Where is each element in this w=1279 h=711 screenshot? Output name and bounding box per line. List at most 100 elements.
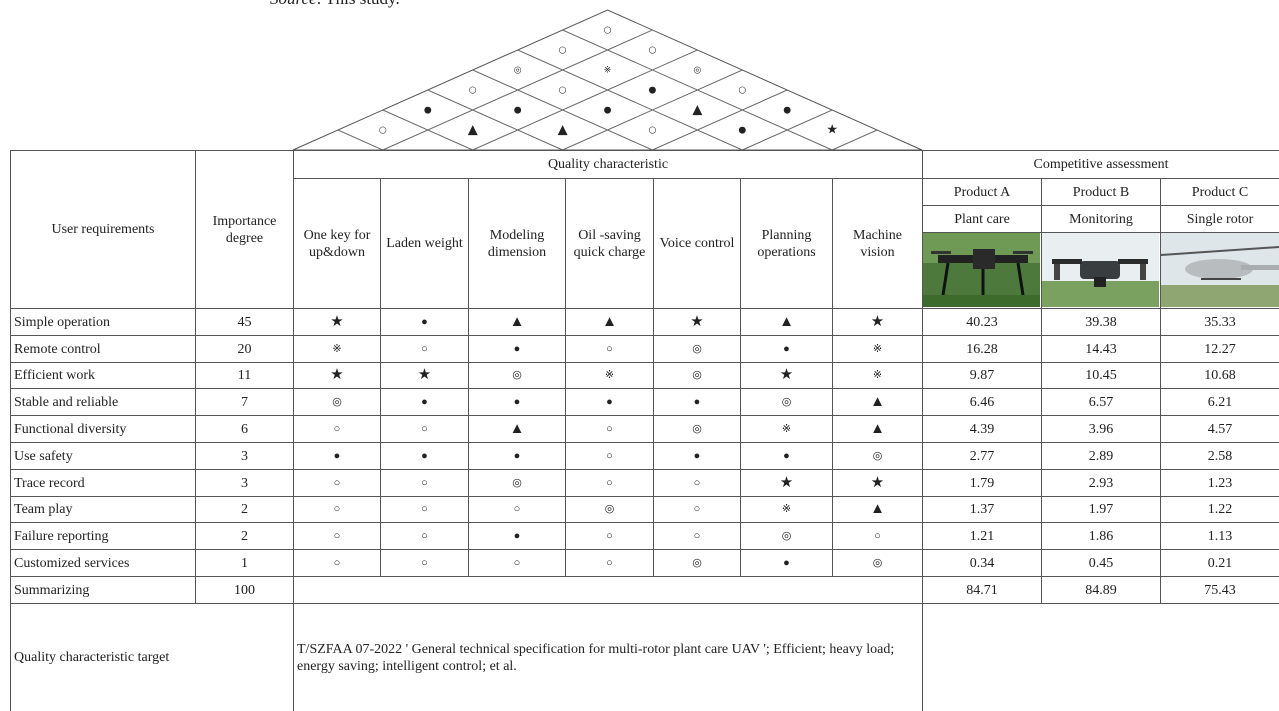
relation-symbol: ○ <box>380 415 469 443</box>
relation-symbol: ★ <box>832 469 923 497</box>
quality-header: One key for up&down <box>293 178 381 309</box>
target-label: Quality characteristic target <box>10 603 294 711</box>
header-cell: User requirements <box>10 150 196 309</box>
relation-symbol: ▲ <box>832 388 923 416</box>
header-cell: Quality characteristic <box>293 150 923 179</box>
relation-symbol: ○ <box>293 496 381 523</box>
product-type: Single rotor <box>1160 205 1279 233</box>
assessment-score: 2.77 <box>922 442 1042 470</box>
relation-symbol: ● <box>740 335 833 363</box>
relation-symbol: ▲ <box>565 308 654 336</box>
relation-symbol: ※ <box>740 415 833 443</box>
relation-symbol: ※ <box>832 335 923 363</box>
roof-symbol: ▲ <box>692 103 702 118</box>
assessment-score: 14.43 <box>1041 335 1161 363</box>
requirement: Remote control <box>10 335 196 363</box>
roof-symbol: ※ <box>604 66 612 76</box>
relation-symbol: ◎ <box>653 335 741 363</box>
assessment-score: 0.34 <box>922 549 1042 577</box>
relation-symbol: ○ <box>653 469 741 497</box>
importance: 11 <box>195 362 294 389</box>
assessment-score: 6.21 <box>1160 388 1279 416</box>
summary-label: Summarizing <box>10 576 196 604</box>
relation-symbol: ※ <box>832 362 923 389</box>
importance: 2 <box>195 522 294 550</box>
assessment-score: 10.68 <box>1160 362 1279 389</box>
relation-symbol: ● <box>468 335 566 363</box>
summary-blank <box>293 576 923 604</box>
roof-symbol: ○ <box>559 86 567 96</box>
assessment-score: 0.21 <box>1160 549 1279 577</box>
roof-symbol: ○ <box>648 46 656 56</box>
relation-symbol: ○ <box>293 469 381 497</box>
relation-symbol: ○ <box>293 415 381 443</box>
product-b-photo <box>1042 233 1159 307</box>
relation-symbol: ● <box>740 442 833 470</box>
roof-symbol: ◎ <box>693 66 701 76</box>
assessment-score: 10.45 <box>1041 362 1161 389</box>
relation-symbol: ○ <box>380 335 469 363</box>
relation-symbol: ● <box>565 388 654 416</box>
product-type: Monitoring <box>1041 205 1161 233</box>
assessment-score: 2.58 <box>1160 442 1279 470</box>
product-name: Product C <box>1160 178 1279 206</box>
summary-score: 84.89 <box>1041 576 1161 604</box>
assessment-score: 0.45 <box>1041 549 1161 577</box>
requirement: Stable and reliable <box>10 388 196 416</box>
quality-header: Planning operations <box>740 178 833 309</box>
product-c-photo <box>1161 233 1279 307</box>
importance: 2 <box>195 496 294 523</box>
importance: 3 <box>195 469 294 497</box>
relation-symbol: ○ <box>653 522 741 550</box>
header-cell: Importance degree <box>195 150 294 309</box>
relation-symbol: ★ <box>293 308 381 336</box>
roof-symbol: ▲ <box>558 123 568 138</box>
importance: 20 <box>195 335 294 363</box>
quality-header: Laden weight <box>380 178 469 309</box>
importance: 7 <box>195 388 294 416</box>
relation-symbol: ◎ <box>293 388 381 416</box>
relation-symbol: ◎ <box>740 522 833 550</box>
relation-symbol: ◎ <box>832 442 923 470</box>
relation-symbol: ○ <box>468 549 566 577</box>
quality-header: Oil -saving quick charge <box>565 178 654 309</box>
importance: 3 <box>195 442 294 470</box>
relation-symbol: ○ <box>832 522 923 550</box>
relation-symbol: ○ <box>565 549 654 577</box>
relation-symbol: ○ <box>565 415 654 443</box>
relation-symbol: ● <box>653 442 741 470</box>
relation-symbol: ※ <box>565 362 654 389</box>
relation-symbol: ● <box>468 442 566 470</box>
roof-symbol: ○ <box>379 126 387 136</box>
assessment-score: 4.57 <box>1160 415 1279 443</box>
importance: 45 <box>195 308 294 336</box>
relation-symbol: ○ <box>380 469 469 497</box>
relation-symbol: ◎ <box>468 362 566 389</box>
product-name: Product B <box>1041 178 1161 206</box>
assessment-score: 40.23 <box>922 308 1042 336</box>
relation-symbol: ○ <box>293 549 381 577</box>
relation-symbol: ▲ <box>468 308 566 336</box>
assessment-score: 2.89 <box>1041 442 1161 470</box>
roof-symbol: ● <box>738 126 746 136</box>
roof-symbol: ○ <box>648 126 656 136</box>
relation-symbol: ◎ <box>740 388 833 416</box>
relation-symbol: ○ <box>565 522 654 550</box>
assessment-score: 12.27 <box>1160 335 1279 363</box>
relation-symbol: ▲ <box>740 308 833 336</box>
summary-score: 84.71 <box>922 576 1042 604</box>
relation-symbol: ◎ <box>468 469 566 497</box>
relation-symbol: ※ <box>740 496 833 523</box>
summary-score: 75.43 <box>1160 576 1279 604</box>
product-a-photo <box>923 233 1040 307</box>
assessment-score: 1.86 <box>1041 522 1161 550</box>
requirement: Functional diversity <box>10 415 196 443</box>
relation-symbol: ◎ <box>653 362 741 389</box>
summary-importance: 100 <box>195 576 294 604</box>
assessment-score: 3.96 <box>1041 415 1161 443</box>
relation-symbol: ★ <box>380 362 469 389</box>
relation-symbol: ● <box>380 442 469 470</box>
assessment-score: 35.33 <box>1160 308 1279 336</box>
assessment-score: 1.97 <box>1041 496 1161 523</box>
assessment-score: 4.39 <box>922 415 1042 443</box>
